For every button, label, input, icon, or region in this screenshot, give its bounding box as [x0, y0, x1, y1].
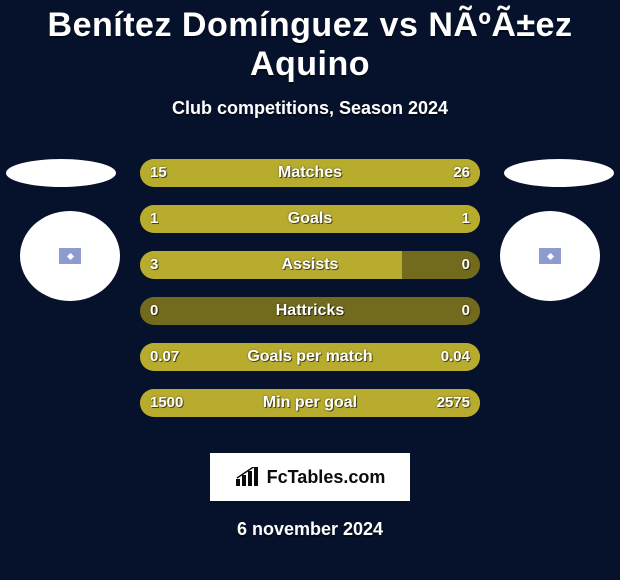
- stat-value-left: 3: [150, 251, 158, 279]
- player-right-circle: [500, 211, 600, 301]
- stat-value-right: 0: [462, 251, 470, 279]
- stat-value-left: 1: [150, 205, 158, 233]
- stat-value-right: 0: [462, 297, 470, 325]
- stat-value-right: 0.04: [441, 343, 470, 371]
- stat-bars: 1526Matches11Goals30Assists00Hattricks0.…: [140, 159, 480, 435]
- stat-bar-right: [310, 205, 480, 233]
- bars-icon: [235, 467, 261, 487]
- stat-row: 0 0Hattricks: [140, 297, 480, 325]
- subtitle: Club competitions, Season 2024: [0, 98, 620, 119]
- source-badge-text: FcTables.com: [267, 467, 386, 488]
- stat-bar-right: [264, 159, 480, 187]
- stat-bar-left: [140, 251, 402, 279]
- stat-bar-left: [140, 205, 310, 233]
- stat-row: 1526Matches: [140, 159, 480, 187]
- comparison-area: 1526Matches11Goals30Assists00Hattricks0.…: [0, 159, 620, 459]
- player-left-ellipse: [6, 159, 116, 187]
- stat-value-right: 2575: [437, 389, 470, 417]
- flag-icon: [539, 248, 561, 264]
- stat-row: 11Goals: [140, 205, 480, 233]
- stat-row: 30Assists: [140, 251, 480, 279]
- flag-icon: [59, 248, 81, 264]
- stat-value-left: 15: [150, 159, 167, 187]
- date-text: 6 november 2024: [0, 519, 620, 540]
- stat-row: 15002575Min per goal: [140, 389, 480, 417]
- stat-value-right: 1: [462, 205, 470, 233]
- stat-value-left: 1500: [150, 389, 183, 417]
- player-right-ellipse: [504, 159, 614, 187]
- stat-row: 0.070.04Goals per match: [140, 343, 480, 371]
- stat-value-right: 26: [453, 159, 470, 187]
- stat-label: Hattricks: [140, 297, 480, 325]
- source-badge[interactable]: FcTables.com: [210, 453, 410, 501]
- page-title: Benítez Domínguez vs NÃºÃ±ez Aquino: [0, 0, 620, 84]
- player-left-circle: [20, 211, 120, 301]
- stat-value-left: 0: [150, 297, 158, 325]
- stat-value-left: 0.07: [150, 343, 179, 371]
